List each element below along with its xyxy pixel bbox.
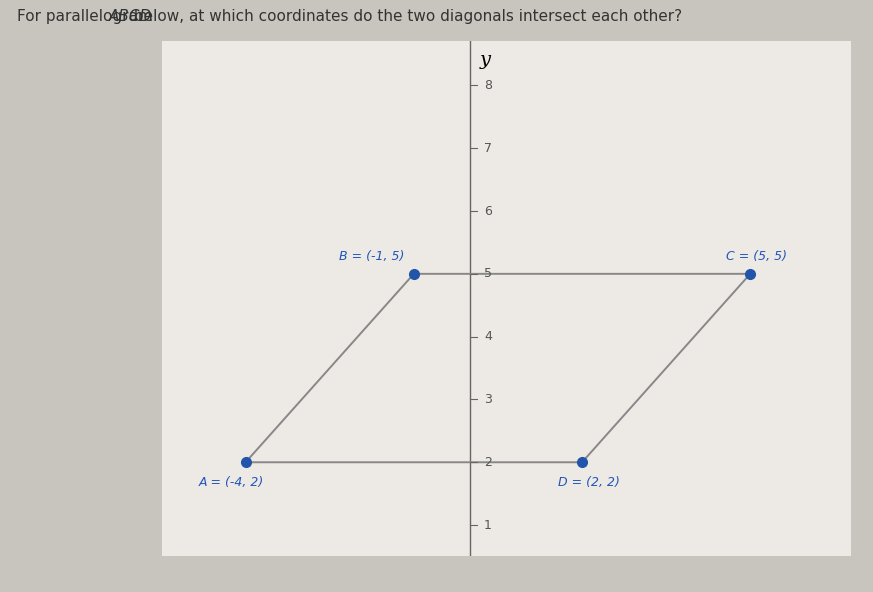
Text: C = (5, 5): C = (5, 5) [726,250,787,263]
Text: ABCD: ABCD [108,9,152,24]
Text: 7: 7 [484,141,491,155]
Text: 5: 5 [484,268,491,281]
Text: B = (-1, 5): B = (-1, 5) [339,250,404,263]
Text: 1: 1 [484,519,491,532]
Text: 8: 8 [484,79,491,92]
Text: 6: 6 [484,204,491,217]
Text: 2: 2 [484,456,491,469]
Text: 3: 3 [484,393,491,406]
Text: D = (2, 2): D = (2, 2) [558,476,620,489]
Text: below, at which coordinates do the two diagonals intersect each other?: below, at which coordinates do the two d… [129,9,682,24]
Text: 4: 4 [484,330,491,343]
Text: y: y [480,51,491,69]
Text: For parallelogram: For parallelogram [17,9,158,24]
Text: A = (-4, 2): A = (-4, 2) [199,476,265,489]
